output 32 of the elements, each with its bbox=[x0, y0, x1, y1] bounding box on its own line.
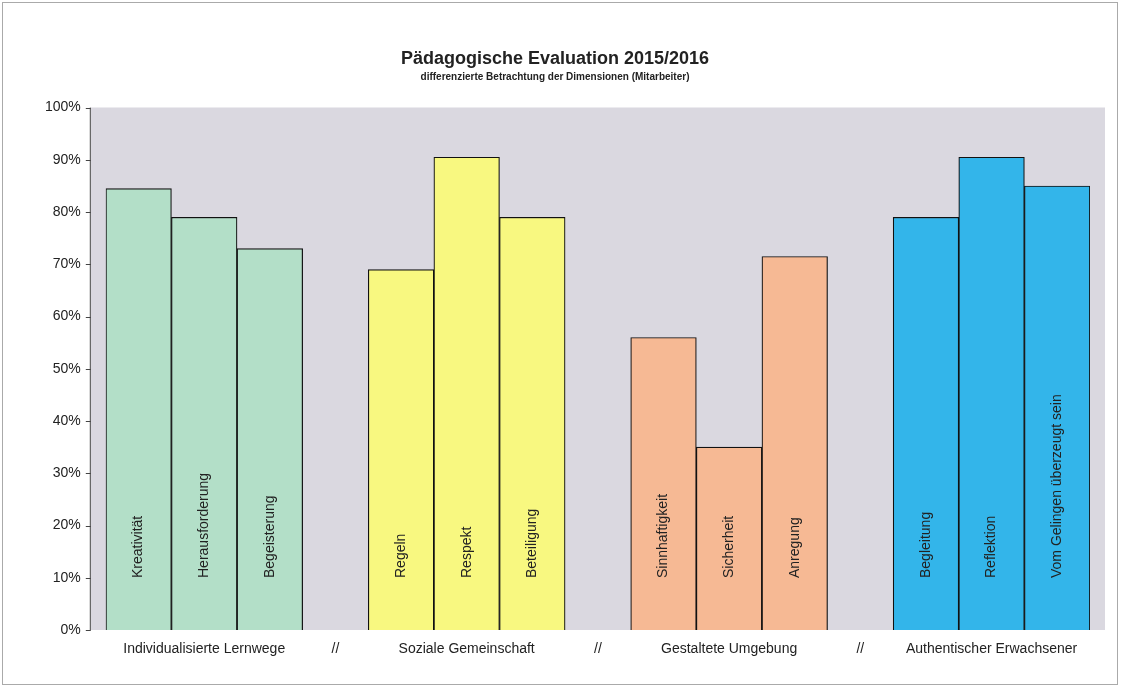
chart-title: Pädagogische Evaluation 2015/2016 bbox=[400, 47, 710, 68]
chart-subtitle: differenzierte Betrachtung der Dimensionen (Mitarbeiter) bbox=[420, 71, 690, 83]
x-tick-label: Anregung bbox=[785, 517, 802, 578]
text: Gestaltete Umgebung bbox=[661, 639, 798, 656]
y-tick-label: 100% bbox=[44, 98, 81, 115]
x-tick-label: Kreativität bbox=[129, 515, 146, 578]
y-tick-label: 40% bbox=[52, 411, 81, 428]
x-tick-label: Vom Gelingen überzeugt sein bbox=[1048, 394, 1065, 578]
y-tick-label: 20% bbox=[52, 516, 81, 533]
x-tick-label: Sinnhaftigkeit bbox=[654, 493, 671, 578]
text: // bbox=[856, 639, 865, 656]
text: Individualisierte Lernwege bbox=[123, 639, 286, 656]
y-tick-label: 90% bbox=[52, 150, 81, 167]
text: // bbox=[331, 639, 340, 656]
x-tick-label: Respekt bbox=[457, 526, 474, 578]
x-tick-label: Begleitung bbox=[916, 511, 933, 578]
y-tick-label: 10% bbox=[52, 568, 81, 585]
y-tick-label: 0% bbox=[60, 620, 81, 637]
y-tick-label: 30% bbox=[52, 464, 81, 481]
text: Authentischer Erwachsener bbox=[905, 639, 1078, 656]
x-tick-label: Begeisterung bbox=[260, 495, 277, 578]
x-tick-label: Beteiligung bbox=[523, 508, 540, 578]
y-tick-label: 70% bbox=[52, 255, 81, 272]
text: // bbox=[594, 639, 602, 656]
text: Soziale Gemeinschaft bbox=[398, 639, 535, 656]
x-tick-label: Sicherheit bbox=[719, 515, 736, 578]
y-tick-label: 50% bbox=[52, 359, 81, 376]
y-tick-label: 80% bbox=[52, 202, 81, 219]
x-tick-label: Reflektion bbox=[982, 515, 999, 578]
y-tick-label: 60% bbox=[52, 307, 81, 324]
x-tick-label: Herausforderung bbox=[195, 472, 212, 578]
x-tick-label: Regeln bbox=[391, 533, 408, 578]
